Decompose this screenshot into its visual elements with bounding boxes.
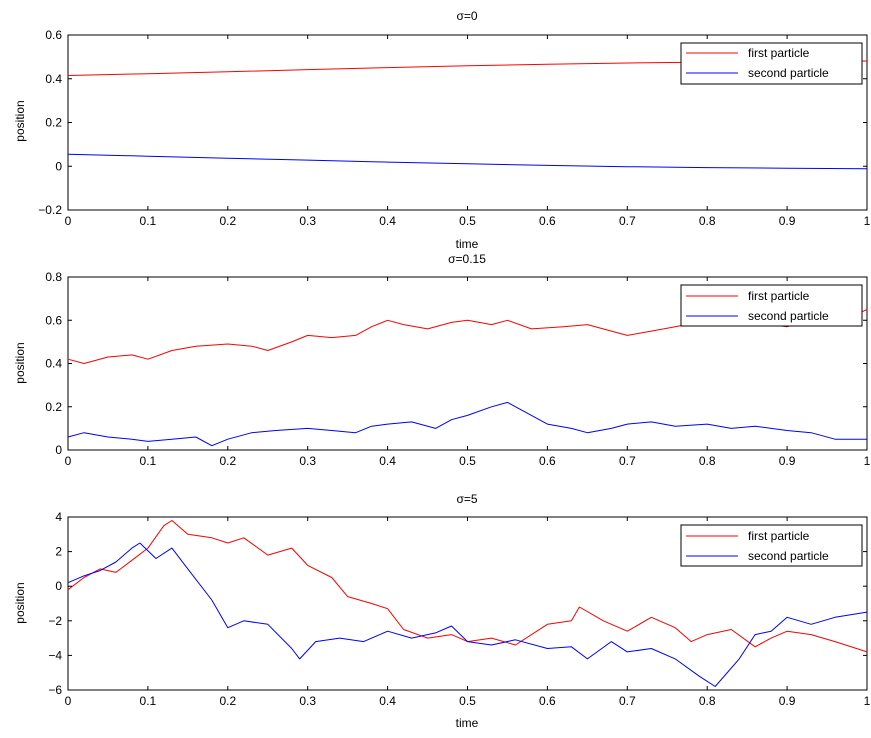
- legend-box: [680, 524, 863, 567]
- legend: first particle second particle: [680, 524, 863, 567]
- y-tick-label: 0.4: [45, 72, 62, 86]
- y-tick-label: 0.2: [45, 400, 62, 414]
- legend-box: [680, 284, 863, 327]
- y-tick-label: −4: [48, 648, 62, 662]
- y-tick-label: 0: [55, 159, 62, 173]
- x-tick-label: 0.5: [459, 454, 476, 468]
- series-line-second-particle: [67, 401, 867, 447]
- y-tick-label: 0: [55, 443, 62, 457]
- x-tick-label: 0.4: [379, 694, 396, 708]
- x-tick-label: 0: [65, 694, 72, 708]
- x-axis-ticks: 0 0.1 0.2 0.3 0.4 0.5 0.6 0.7 0.8 0.9 1: [65, 517, 871, 708]
- legend: first particle second particle: [680, 284, 863, 327]
- subplot-sigma-5: σ=5 0 0.1 0.2 0.3 0.4 0.5 0.6 0.7 0.8 0.9 1 −6 −4 −2…: [13, 492, 871, 730]
- x-tick-label: 1: [864, 694, 871, 708]
- x-tick-label: 0.3: [299, 214, 316, 228]
- series-line-second-particle: [67, 153, 868, 170]
- x-tick-label: 0.1: [140, 214, 157, 228]
- y-axis-ticks: 0 0.2 0.4 0.6 0.8: [45, 270, 867, 457]
- subplot-title: σ=5: [456, 492, 477, 506]
- x-axis-ticks: 0 0.1 0.2 0.3 0.4 0.5 0.6 0.7 0.8 0.9 1: [65, 277, 871, 468]
- x-tick-label: 0.1: [140, 454, 157, 468]
- y-tick-label: −0.2: [38, 203, 62, 217]
- x-tick-label: 0.8: [699, 214, 716, 228]
- x-tick-label: 0.3: [299, 694, 316, 708]
- y-tick-label: 0: [55, 579, 62, 593]
- y-axis-ticks: −6 −4 −2 0 2 4: [48, 510, 867, 697]
- x-tick-label: 0.9: [779, 214, 796, 228]
- y-tick-label: 0.8: [45, 270, 62, 284]
- x-tick-label: 0.4: [379, 454, 396, 468]
- x-tick-label: 0.8: [699, 454, 716, 468]
- y-axis-ticks: −0.2 0 0.2 0.4 0.6: [38, 28, 867, 217]
- x-tick-label: 0.4: [379, 214, 396, 228]
- y-tick-label: 0.2: [45, 116, 62, 130]
- y-tick-label: −2: [48, 614, 62, 628]
- legend-label-second-particle: second particle: [748, 309, 829, 323]
- y-tick-label: 0.6: [45, 28, 62, 42]
- x-tick-label: 0.6: [539, 214, 556, 228]
- x-tick-label: 0.3: [299, 454, 316, 468]
- x-tick-label: 0.6: [539, 454, 556, 468]
- y-tick-label: 4: [55, 510, 62, 524]
- x-tick-label: 0.5: [459, 694, 476, 708]
- series-line-second-particle: [67, 542, 868, 687]
- x-tick-label: 0.2: [219, 214, 236, 228]
- legend: first particle second particle: [680, 42, 863, 85]
- x-tick-label: 0.9: [779, 454, 796, 468]
- legend-label-second-particle: second particle: [748, 66, 829, 80]
- series-line-first-particle: [67, 520, 868, 653]
- y-tick-label: 0.4: [45, 357, 62, 371]
- subplot-title: σ=0: [456, 9, 477, 23]
- y-tick-label: 2: [55, 545, 62, 559]
- x-axis-label: time: [456, 716, 479, 730]
- y-axis-label: position: [13, 582, 27, 623]
- y-axis-label: position: [13, 342, 27, 383]
- x-tick-label: 0.1: [140, 694, 157, 708]
- y-axis-label: position: [13, 100, 27, 141]
- legend-label-first-particle: first particle: [748, 529, 810, 543]
- x-tick-label: 0.6: [539, 694, 556, 708]
- x-tick-label: 1: [864, 214, 871, 228]
- x-axis-label: time: [456, 237, 479, 251]
- x-tick-label: 0.2: [219, 694, 236, 708]
- legend-label-first-particle: first particle: [748, 46, 810, 60]
- x-tick-label: 0.7: [619, 454, 636, 468]
- x-tick-label: 0: [65, 454, 72, 468]
- subplot-sigma-0: σ=0 0 0.1 0.2 0.3 0.4 0.5 0.6 0.7 0.8 0.9 1 −0.200…: [13, 9, 871, 251]
- y-tick-label: 0.6: [45, 313, 62, 327]
- legend-label-second-particle: second particle: [748, 549, 829, 563]
- x-tick-label: 0: [65, 214, 72, 228]
- x-tick-label: 0.7: [619, 214, 636, 228]
- legend-box: [680, 42, 863, 85]
- x-tick-label: 0.5: [459, 214, 476, 228]
- x-tick-label: 0.8: [699, 694, 716, 708]
- x-tick-label: 1: [864, 454, 871, 468]
- x-tick-label: 0.7: [619, 694, 636, 708]
- x-tick-label: 0.2: [219, 454, 236, 468]
- y-tick-label: −6: [48, 683, 62, 697]
- legend-label-first-particle: first particle: [748, 289, 810, 303]
- subplot-title: σ=0.15: [448, 252, 486, 266]
- x-axis-ticks: 0 0.1 0.2 0.3 0.4 0.5 0.6 0.7 0.8 0.9 1: [65, 35, 871, 228]
- subplot-sigma-0-15: σ=0.15 0 0.1 0.2 0.3 0.4 0.5 0.6 0.7 0.8 0.9 1 0 0.…: [13, 252, 871, 468]
- x-tick-label: 0.9: [779, 694, 796, 708]
